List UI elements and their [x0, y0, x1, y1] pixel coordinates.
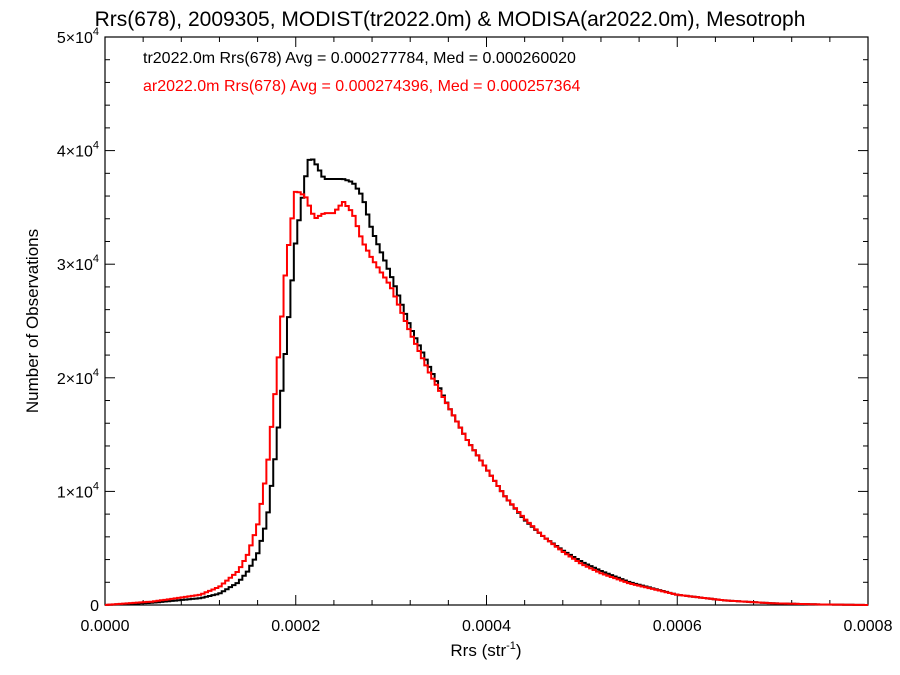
x-tick-label: 0.0008: [844, 618, 893, 635]
series-tr2022.0m-line: [105, 158, 869, 606]
y-tick-label: 2×104: [57, 367, 99, 388]
y-axis-label: Number of Observations: [23, 229, 42, 413]
x-axis-label-superscript: -1: [506, 640, 516, 652]
y-tick-label: 5×104: [57, 26, 99, 47]
y-tick-label-exponent: 4: [93, 253, 99, 265]
x-tick-label: 0.0002: [271, 618, 320, 635]
x-tick-label: 0.0000: [81, 618, 130, 635]
x-axis-label: Rrs (str-1): [450, 640, 521, 660]
legend-entry-tr2022: tr2022.0m Rrs(678) Avg = 0.000277784, Me…: [143, 50, 576, 67]
series-layer: [105, 158, 869, 606]
y-tick-label-base: 2×10: [57, 371, 93, 388]
x-axis-label-text: Rrs (str: [450, 641, 506, 660]
y-tick-label-base: 0: [90, 598, 99, 615]
legend-entry-ar2022: ar2022.0m Rrs(678) Avg = 0.000274396, Me…: [143, 78, 580, 95]
x-tick-label: 0.0006: [653, 618, 702, 635]
y-tick-label: 3×104: [57, 253, 99, 274]
y-tick-label-base: 4×10: [57, 144, 93, 161]
legend: tr2022.0m Rrs(678) Avg = 0.000277784, Me…: [143, 50, 580, 95]
x-axis-label-end: ): [516, 641, 522, 660]
y-tick-label: 1×104: [57, 480, 99, 501]
y-tick-label: 0: [90, 598, 99, 615]
series-ar2022.0m-line: [105, 190, 869, 606]
x-axis: 0.0000 0.0002 0.0004 0.0006 0.0008: [81, 37, 893, 635]
y-tick-label: 4×104: [57, 140, 99, 161]
y-tick-label-base: 5×10: [57, 30, 93, 47]
y-tick-label-exponent: 4: [93, 480, 99, 492]
y-tick-label-exponent: 4: [93, 26, 99, 38]
y-tick-label-exponent: 4: [93, 367, 99, 379]
plot-frame: [104, 36, 869, 606]
x-tick-label: 0.0004: [462, 618, 511, 635]
chart-title: Rrs(678), 2009305, MODIST(tr2022.0m) & M…: [95, 8, 806, 31]
y-tick-label-base: 3×10: [57, 257, 93, 274]
y-tick-label-base: 1×10: [57, 484, 93, 501]
y-tick-label-exponent: 4: [93, 140, 99, 152]
